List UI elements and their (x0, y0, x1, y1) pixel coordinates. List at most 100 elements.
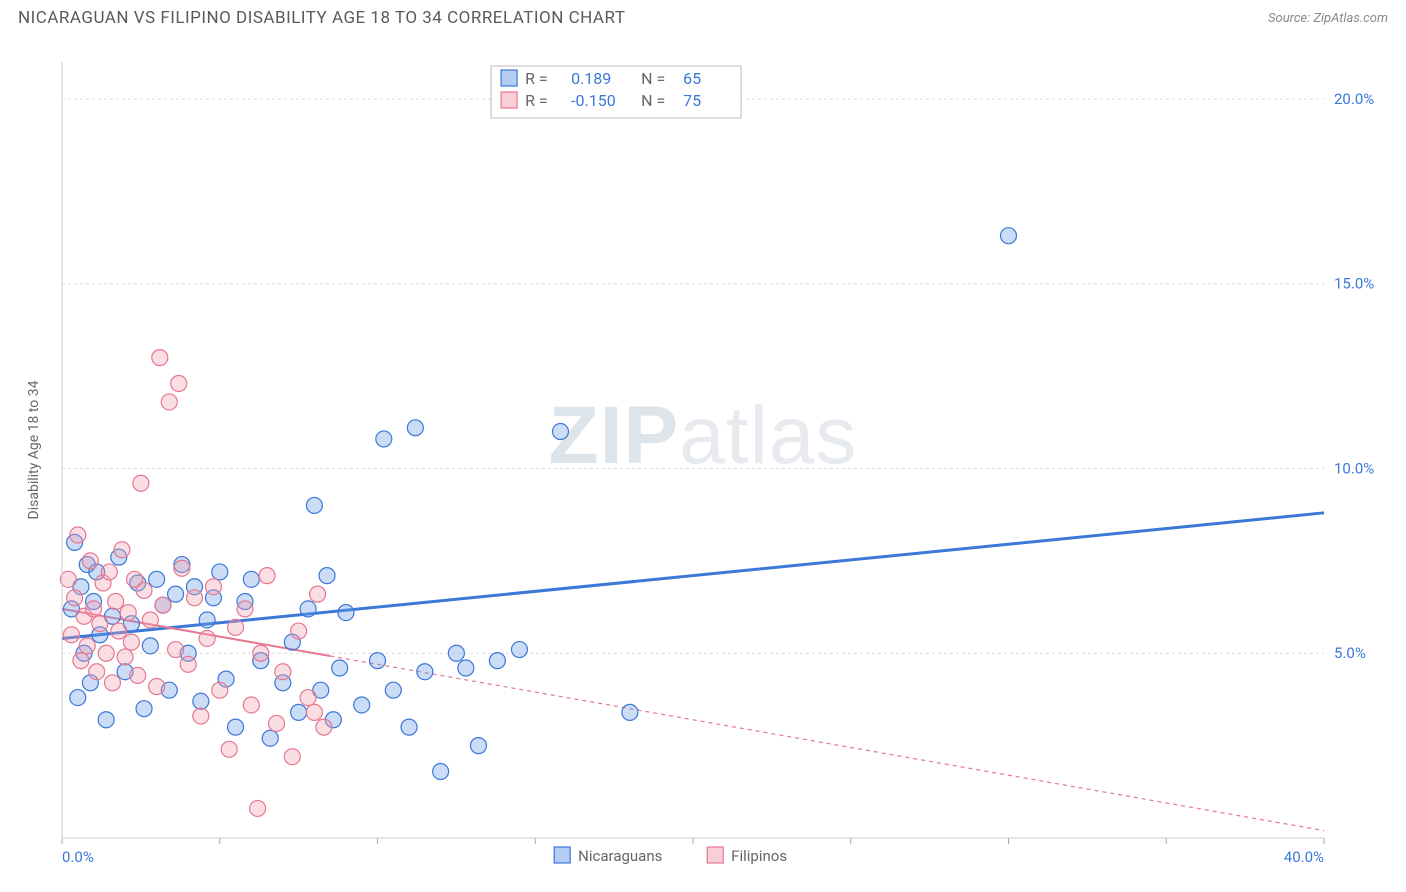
data-point (269, 715, 285, 731)
data-point (262, 730, 278, 746)
data-point (168, 586, 184, 602)
data-point (63, 627, 79, 643)
data-point (300, 601, 316, 617)
data-point (259, 568, 275, 584)
header-bar: NICARAGUAN VS FILIPINO DISABILITY AGE 18… (0, 0, 1406, 34)
data-point (82, 553, 98, 569)
data-point (79, 638, 95, 654)
data-point (142, 612, 158, 628)
y-tick-label: 15.0% (1334, 275, 1374, 293)
data-point (433, 763, 449, 779)
scatter-chart: 5.0%10.0%15.0%20.0%0.0%40.0%Disability A… (18, 42, 1388, 880)
data-point (155, 597, 171, 613)
source-prefix: Source: (1268, 11, 1313, 26)
legend-swatch (501, 92, 517, 108)
data-point (407, 420, 423, 436)
data-point (187, 590, 203, 606)
data-point (291, 623, 307, 639)
data-point (120, 605, 136, 621)
data-point (250, 800, 266, 816)
data-point (117, 649, 133, 665)
chart-container: ZIPatlas 5.0%10.0%15.0%20.0%0.0%40.0%Dis… (18, 42, 1388, 880)
data-point (319, 568, 335, 584)
data-point (168, 642, 184, 658)
data-point (149, 571, 165, 587)
data-point (370, 653, 386, 669)
x-tick-label: 0.0% (62, 848, 94, 866)
y-tick-label: 5.0% (1334, 644, 1366, 662)
legend-n-value: 75 (683, 91, 701, 110)
legend-r-label: R = (525, 91, 548, 110)
data-point (243, 697, 259, 713)
data-point (60, 571, 76, 587)
data-point (98, 645, 114, 661)
data-point (376, 431, 392, 447)
data-point (401, 719, 417, 735)
data-point (104, 675, 120, 691)
data-point (284, 749, 300, 765)
legend-r-label: R = (525, 69, 548, 88)
data-point (310, 586, 326, 602)
legend-n-label: N = (641, 91, 665, 110)
data-point (212, 682, 228, 698)
x-tick-label: 40.0% (1284, 848, 1324, 866)
data-point (161, 394, 177, 410)
data-point (205, 579, 221, 595)
data-point (489, 653, 505, 669)
data-point (243, 571, 259, 587)
data-point (152, 350, 168, 366)
data-point (171, 375, 187, 391)
data-point (142, 638, 158, 654)
data-point (89, 664, 105, 680)
data-point (114, 542, 130, 558)
data-point (221, 741, 237, 757)
data-point (86, 601, 102, 617)
data-point (338, 605, 354, 621)
data-point (306, 497, 322, 513)
data-point (385, 682, 401, 698)
data-point (552, 424, 568, 440)
data-point (300, 690, 316, 706)
data-point (212, 564, 228, 580)
data-point (130, 667, 146, 683)
data-point (70, 527, 86, 543)
data-point (511, 642, 527, 658)
legend-r-value: 0.189 (571, 69, 611, 88)
y-tick-label: 20.0% (1334, 90, 1374, 108)
data-point (123, 634, 139, 650)
data-point (67, 590, 83, 606)
legend-bottom-label: Nicaraguans (578, 847, 662, 865)
data-point (354, 697, 370, 713)
data-point (70, 690, 86, 706)
data-point (180, 656, 196, 672)
data-point (149, 678, 165, 694)
data-point (448, 645, 464, 661)
data-point (228, 619, 244, 635)
source-attribution: Source: ZipAtlas.com (1268, 11, 1388, 26)
data-point (332, 660, 348, 676)
legend-bottom-swatch (707, 847, 723, 863)
data-point (237, 601, 253, 617)
data-point (92, 616, 108, 632)
data-point (417, 664, 433, 680)
chart-title: NICARAGUAN VS FILIPINO DISABILITY AGE 18… (18, 8, 625, 28)
legend-swatch (501, 70, 517, 86)
data-point (470, 738, 486, 754)
data-point (1001, 228, 1017, 244)
y-tick-label: 10.0% (1334, 459, 1374, 477)
data-point (193, 693, 209, 709)
data-point (136, 701, 152, 717)
data-point (316, 719, 332, 735)
data-point (193, 708, 209, 724)
data-point (101, 564, 117, 580)
legend-bottom-label: Filipinos (731, 847, 787, 865)
data-point (458, 660, 474, 676)
data-point (136, 582, 152, 598)
data-point (111, 623, 127, 639)
data-point (275, 664, 291, 680)
legend-n-label: N = (641, 69, 665, 88)
data-point (199, 630, 215, 646)
data-point (306, 704, 322, 720)
data-point (108, 594, 124, 610)
data-point (228, 719, 244, 735)
